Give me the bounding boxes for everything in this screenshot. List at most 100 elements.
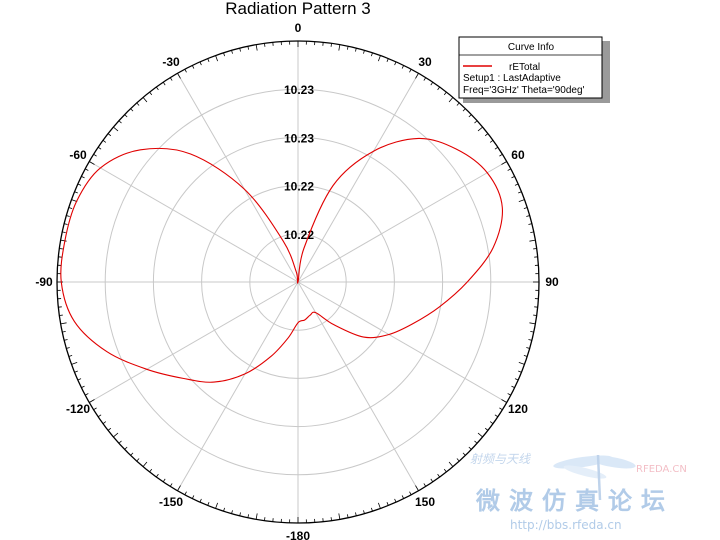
angle-tick: [468, 446, 472, 450]
angle-tick: [355, 48, 357, 52]
angle-tick: [523, 355, 528, 357]
watermark-cn-small: 射频与天线: [470, 452, 531, 466]
angle-tick: [514, 378, 519, 381]
angle-tick: [77, 378, 82, 381]
angle-tick: [456, 458, 460, 462]
angle-tick: [223, 507, 225, 512]
angle-tick: [474, 440, 478, 444]
angle-tick: [169, 483, 173, 487]
angle-tick: [60, 239, 67, 242]
angle-tick: [85, 168, 89, 171]
angle-tick: [156, 86, 159, 91]
angle-tick: [518, 361, 525, 365]
angle-tick: [363, 510, 365, 514]
angle-tick: [518, 199, 525, 203]
angle-tick: [529, 239, 536, 242]
angle-tick: [113, 126, 119, 132]
angle-tick: [64, 223, 68, 225]
angle-tick: [124, 114, 128, 118]
angle-tick: [223, 52, 225, 57]
grid-spoke: [89, 281, 299, 403]
angle-tick: [423, 483, 427, 487]
angle-tick: [74, 370, 78, 373]
grid-spoke: [177, 73, 299, 283]
angle-tick: [528, 223, 532, 225]
angle-tick: [71, 361, 78, 365]
angle-tick: [489, 421, 494, 424]
angle-tick: [401, 495, 405, 499]
angle-label: 150: [415, 495, 435, 509]
legend-setup: Setup1 : LastAdaptive: [463, 73, 561, 84]
angle-label: 60: [511, 148, 525, 162]
angle-tick: [62, 231, 66, 234]
angle-tick: [169, 77, 173, 81]
angle-tick: [443, 468, 447, 473]
angle-tick: [81, 175, 85, 179]
angle-tick: [355, 512, 357, 516]
angle-tick: [474, 120, 478, 124]
angle-tick: [494, 414, 499, 418]
watermark-url: http://bbs.rfeda.cn: [510, 518, 622, 532]
angle-label: -120: [66, 402, 90, 416]
angle-tick: [507, 393, 511, 396]
angle-tick: [401, 65, 405, 69]
angle-tick: [409, 491, 412, 495]
legend: Curve Info rETotal Setup1 : LastAdaptive…: [458, 36, 610, 103]
angle-tick: [177, 485, 181, 491]
watermark: 射频与天线 RFEDA.CN 微波仿真论坛 http://bbs.rfeda.c…: [470, 452, 687, 532]
angle-tick: [93, 153, 97, 157]
angle-tick: [507, 168, 511, 171]
angle-tick: [477, 126, 483, 132]
grid-spokes: [57, 41, 539, 523]
angle-tick: [142, 461, 148, 467]
angle-tick: [530, 330, 534, 333]
angle-tick: [162, 478, 166, 483]
angle-tick: [215, 55, 219, 62]
angle-tick: [530, 231, 534, 234]
angle-tick: [423, 77, 427, 81]
angle-tick: [162, 81, 166, 86]
radial-tick-labels: 10.22 10.22 10.23 10.23: [284, 83, 314, 242]
angle-tick: [64, 339, 68, 341]
angle-tick: [526, 347, 530, 349]
grid-spoke: [177, 281, 299, 491]
angle-label: -180: [286, 529, 310, 540]
angle-label: -150: [159, 495, 183, 509]
angle-tick: [514, 183, 519, 186]
angle-tick: [239, 48, 241, 52]
angle-tick: [130, 108, 134, 112]
angle-tick: [68, 207, 73, 209]
angle-tick: [60, 322, 67, 325]
angle-label: -60: [69, 148, 87, 162]
radial-tick-label: 10.23: [284, 83, 314, 97]
angle-tick: [484, 133, 489, 137]
angle-tick: [338, 44, 341, 51]
angle-tick: [191, 495, 195, 499]
angle-tick: [377, 502, 381, 509]
angle-tick: [528, 339, 532, 341]
grid-spoke: [297, 281, 419, 491]
angle-tick: [529, 322, 536, 325]
angle-tick: [130, 452, 134, 456]
legend-title: Curve Info: [508, 42, 555, 53]
angle-tick: [462, 452, 466, 456]
angle-tick: [386, 58, 389, 62]
legend-box: [458, 36, 603, 99]
angle-tick: [394, 498, 397, 503]
angle-tick: [136, 102, 140, 106]
watermark-cn-large: 微波仿真论坛: [475, 487, 674, 515]
angle-tick: [142, 97, 148, 103]
angle-tick: [97, 146, 102, 150]
angle-label: 90: [545, 275, 559, 289]
angle-tick: [102, 140, 107, 143]
angle-tick: [74, 191, 78, 194]
angle-tick: [149, 91, 153, 96]
angle-tick: [77, 183, 82, 186]
angle-tick: [518, 370, 522, 373]
angle-tick: [231, 510, 233, 514]
angle-tick: [477, 432, 483, 438]
grid-spoke: [297, 161, 507, 283]
angle-tick: [68, 355, 73, 357]
dragonfly-logo-icon: [553, 454, 636, 501]
